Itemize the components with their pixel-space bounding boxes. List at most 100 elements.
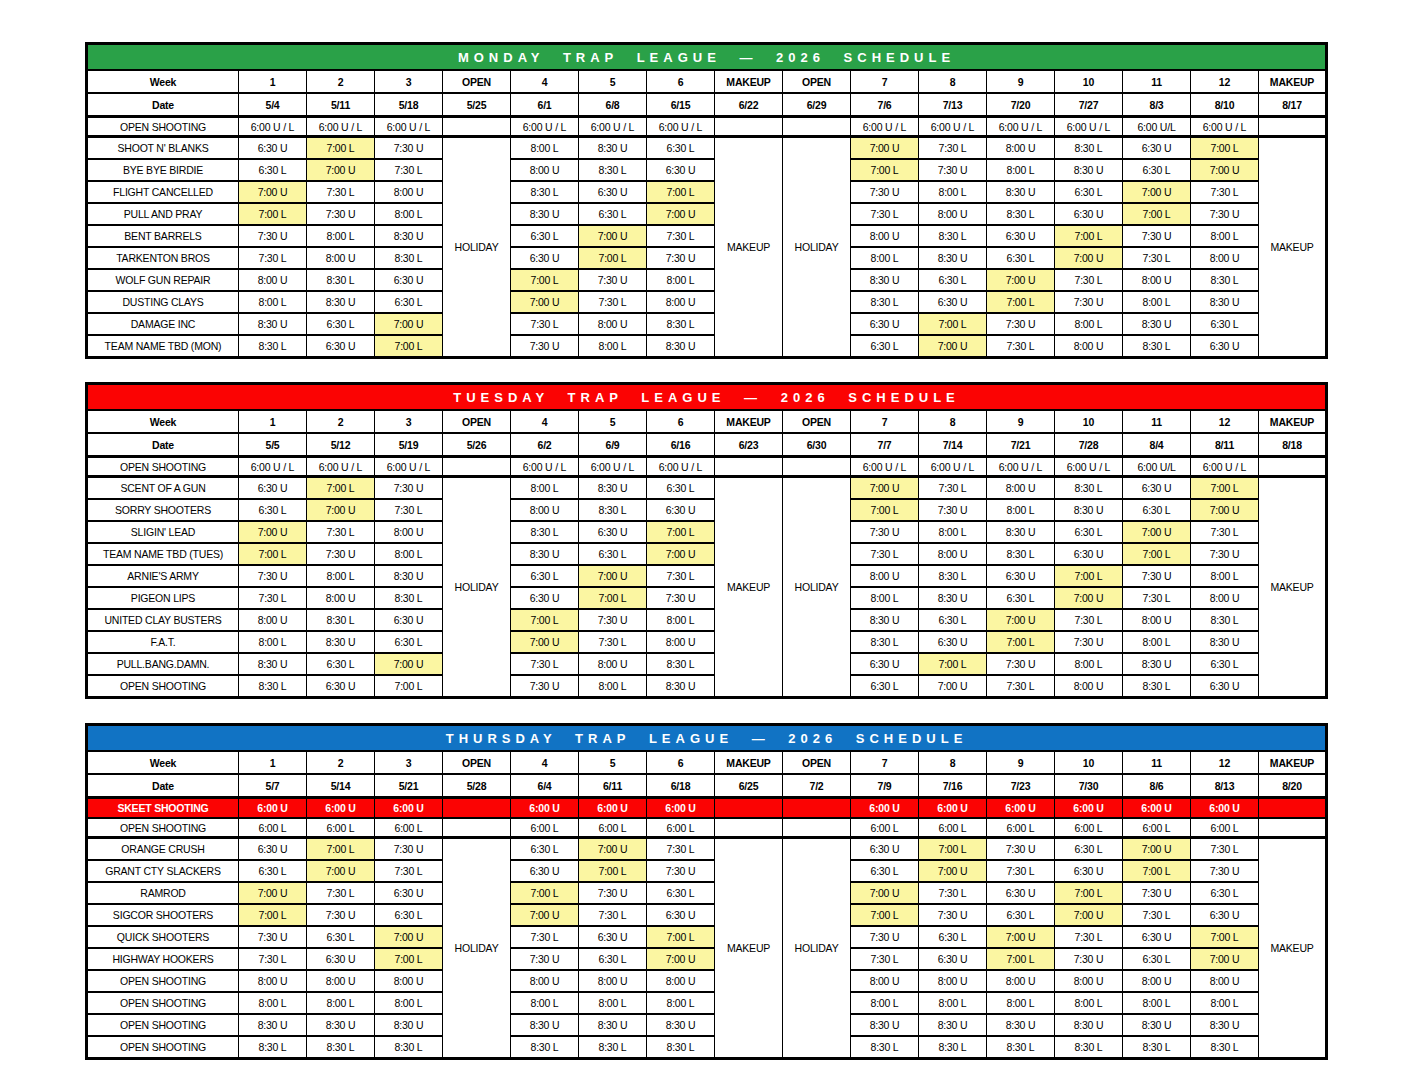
time-slot-cell: 6:30 U — [919, 948, 987, 970]
makeup-cell: MAKEUP — [1259, 838, 1327, 1059]
open-shooting-label: OPEN SHOOTING — [87, 457, 239, 477]
date-header-cell: 7/27 — [1055, 93, 1123, 117]
time-slot-cell: 8:30 L — [1123, 335, 1191, 358]
time-slot-cell: 8:30 U — [511, 203, 579, 225]
time-slot-cell: 8:30 U — [647, 335, 715, 358]
time-slot-cell: 7:30 U — [1055, 291, 1123, 313]
blank-cell — [443, 818, 511, 838]
time-slot-cell: 7:00 L — [919, 838, 987, 861]
time-slot-cell: 8:30 L — [851, 291, 919, 313]
week-header-cell: 11 — [1123, 410, 1191, 433]
time-slot-cell: 6:00 U / L — [1191, 117, 1259, 137]
time-slot-cell: 8:00 U — [1191, 247, 1259, 269]
date-header-cell: 6/9 — [579, 433, 647, 457]
time-slot-cell: 7:00 U — [511, 291, 579, 313]
time-slot-cell: 6:00 U/L — [1123, 457, 1191, 477]
time-slot-cell: 7:00 U — [1191, 948, 1259, 970]
time-slot-cell: 6:30 U — [647, 159, 715, 181]
time-slot-cell: 6:30 U — [375, 269, 443, 291]
time-slot-cell: 7:00 U — [579, 565, 647, 587]
time-slot-cell: 7:30 U — [239, 926, 307, 948]
date-header-cell: 5/28 — [443, 774, 511, 798]
date-header-cell: 5/14 — [307, 774, 375, 798]
time-slot-cell: 6:00 U — [1055, 798, 1123, 819]
time-slot-cell: 7:30 L — [919, 477, 987, 500]
time-slot-cell: 8:00 U — [987, 970, 1055, 992]
week-header-cell: 8 — [919, 410, 987, 433]
league-tables: MONDAY TRAP LEAGUE — 2026 SCHEDULEWeek12… — [85, 42, 1408, 1060]
time-slot-cell: 6:30 U — [851, 838, 919, 861]
blank-cell — [443, 457, 511, 477]
time-slot-cell: 6:30 L — [239, 499, 307, 521]
time-slot-cell: 6:30 U — [579, 181, 647, 203]
time-slot-cell: 7:30 U — [239, 565, 307, 587]
time-slot-cell: 7:00 L — [1191, 926, 1259, 948]
time-slot-cell: 7:30 L — [647, 838, 715, 861]
team-name: SLIGIN' LEAD — [87, 521, 239, 543]
team-name: TARKENTON BROS — [87, 247, 239, 269]
time-slot-cell: 7:30 U — [987, 838, 1055, 861]
week-header-cell: 12 — [1191, 751, 1259, 774]
time-slot-cell: 7:30 L — [239, 587, 307, 609]
week-header-cell: 3 — [375, 751, 443, 774]
time-slot-cell: 7:00 L — [375, 335, 443, 358]
time-slot-cell: 7:00 U — [647, 203, 715, 225]
team-name: BYE BYE BIRDIE — [87, 159, 239, 181]
time-slot-cell: 8:00 U — [239, 269, 307, 291]
time-slot-cell: 8:00 L — [239, 992, 307, 1014]
time-slot-cell: 7:30 U — [851, 926, 919, 948]
holiday-cell: HOLIDAY — [443, 477, 511, 698]
time-slot-cell: 8:00 L — [1055, 313, 1123, 335]
week-header-cell: MAKEUP — [715, 70, 783, 93]
time-slot-cell: 8:00 U — [239, 970, 307, 992]
time-slot-cell: 8:30 L — [647, 1036, 715, 1059]
time-slot-cell: 7:30 U — [1191, 860, 1259, 882]
open-shooting-label: OPEN SHOOTING — [87, 675, 239, 698]
week-header-cell: 3 — [375, 70, 443, 93]
week-header-cell: OPEN — [783, 70, 851, 93]
time-slot-cell: 7:00 L — [851, 159, 919, 181]
team-name: BENT BARRELS — [87, 225, 239, 247]
team-name: HIGHWAY HOOKERS — [87, 948, 239, 970]
time-slot-cell: 7:00 U — [375, 313, 443, 335]
time-slot-cell: 7:30 U — [511, 335, 579, 358]
time-slot-cell: 8:30 U — [987, 181, 1055, 203]
week-header-cell: 4 — [511, 751, 579, 774]
team-name: TEAM NAME TBD (TUES) — [87, 543, 239, 565]
time-slot-cell: 6:00 U — [1123, 798, 1191, 819]
time-slot-cell: 6:30 U — [647, 904, 715, 926]
time-slot-cell: 8:00 U — [307, 247, 375, 269]
time-slot-cell: 6:00 U — [851, 798, 919, 819]
time-slot-cell: 7:30 U — [579, 609, 647, 631]
week-header-cell: 8 — [919, 70, 987, 93]
time-slot-cell: 6:00 U / L — [647, 457, 715, 477]
time-slot-cell: 7:30 L — [511, 653, 579, 675]
date-header-cell: 7/14 — [919, 433, 987, 457]
time-slot-cell: 6:00 U / L — [579, 457, 647, 477]
time-slot-cell: 6:00 U / L — [1055, 117, 1123, 137]
team-name: GRANT CTY SLACKERS — [87, 860, 239, 882]
time-slot-cell: 6:30 U — [375, 882, 443, 904]
time-slot-cell: 7:30 L — [307, 882, 375, 904]
time-slot-cell: 6:00 U / L — [239, 117, 307, 137]
team-name: DUSTING CLAYS — [87, 291, 239, 313]
time-slot-cell: 7:00 L — [307, 838, 375, 861]
row-header-label: Week — [87, 70, 239, 93]
time-slot-cell: 8:30 L — [987, 543, 1055, 565]
time-slot-cell: 8:30 L — [307, 1036, 375, 1059]
open-shooting-label: OPEN SHOOTING — [87, 818, 239, 838]
date-header-cell: 6/1 — [511, 93, 579, 117]
time-slot-cell: 7:00 U — [239, 521, 307, 543]
time-slot-cell: 7:00 L — [511, 882, 579, 904]
monday-league-table: MONDAY TRAP LEAGUE — 2026 SCHEDULEWeek12… — [85, 42, 1328, 359]
trap-league-schedule-sheet: MONDAY TRAP LEAGUE — 2026 SCHEDULEWeek12… — [0, 0, 1408, 1088]
time-slot-cell: 7:30 L — [987, 335, 1055, 358]
time-slot-cell: 7:00 L — [511, 609, 579, 631]
time-slot-cell: 6:00 L — [375, 818, 443, 838]
week-header-cell: 8 — [919, 751, 987, 774]
time-slot-cell: 6:00 U / L — [1055, 457, 1123, 477]
time-slot-cell: 7:00 U — [919, 675, 987, 698]
week-header-cell: OPEN — [783, 751, 851, 774]
time-slot-cell: 6:30 L — [1191, 882, 1259, 904]
time-slot-cell: 7:00 L — [1055, 565, 1123, 587]
